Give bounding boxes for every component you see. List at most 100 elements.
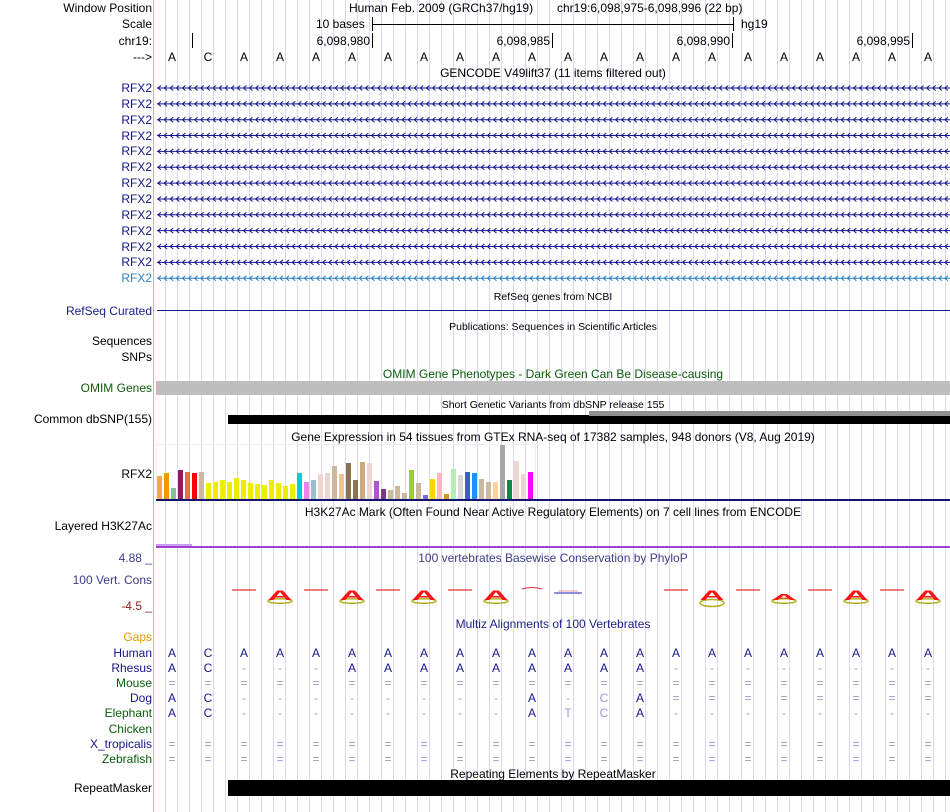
gencode-transcript-line[interactable] <box>157 211 950 218</box>
publications-track-title[interactable]: Publications: Sequences in Scientific Ar… <box>449 321 657 333</box>
gencode-transcript-label[interactable]: RFX2 <box>121 239 152 254</box>
gtex-tissue-bar[interactable] <box>339 474 344 499</box>
gencode-transcript-line[interactable] <box>157 148 950 155</box>
gtex-track-label[interactable]: RFX2 <box>121 467 152 481</box>
multiz-species-label[interactable]: Dog <box>129 691 152 706</box>
gtex-tissue-bar[interactable] <box>297 473 302 499</box>
gtex-track-title[interactable]: Gene Expression in 54 tissues from GTEx … <box>291 430 815 444</box>
omim-track-label[interactable]: OMIM Genes <box>80 381 152 395</box>
dbsnp-track-label[interactable]: Common dbSNP(155) <box>33 412 152 426</box>
gencode-track-title[interactable]: GENCODE V49lift37 (11 items filtered out… <box>440 66 666 80</box>
gtex-tissue-bar[interactable] <box>255 484 260 499</box>
gencode-transcript-line[interactable] <box>157 180 950 186</box>
gtex-tissue-bar[interactable] <box>185 472 190 499</box>
gtex-tissue-bar[interactable] <box>206 483 211 499</box>
gtex-tissue-bar[interactable] <box>521 474 526 499</box>
gtex-tissue-bar[interactable] <box>479 479 484 499</box>
multiz-species-label[interactable]: Human <box>113 646 152 660</box>
refseq-track-label[interactable]: RefSeq Curated <box>65 304 152 318</box>
gencode-transcript-label[interactable]: RFX2 <box>121 81 152 95</box>
gtex-tissue-bar[interactable] <box>395 486 400 499</box>
gtex-tissue-bar[interactable] <box>164 473 169 499</box>
gtex-tissue-bar[interactable] <box>381 489 386 499</box>
gtex-tissue-bar[interactable] <box>318 474 323 499</box>
gtex-tissue-bar[interactable] <box>458 475 463 499</box>
gtex-tissue-bar[interactable] <box>157 476 162 499</box>
repeatmasker-element-bar[interactable] <box>228 780 950 796</box>
gtex-tissue-bar[interactable] <box>416 483 421 499</box>
gencode-transcript-line[interactable] <box>157 116 950 123</box>
gtex-tissue-bar[interactable] <box>465 471 470 499</box>
gencode-transcript-line[interactable] <box>157 85 950 91</box>
gtex-tissue-bar[interactable] <box>409 469 414 499</box>
multiz-species-label[interactable]: X_tropicalis <box>89 736 152 751</box>
gtex-tissue-bar[interactable] <box>507 480 512 499</box>
gencode-transcript-line[interactable] <box>157 227 950 234</box>
gencode-transcript-label[interactable]: RFX2 <box>121 144 152 159</box>
gtex-tissue-bar[interactable] <box>353 480 358 499</box>
gtex-tissue-bar[interactable] <box>493 482 498 499</box>
gtex-tissue-bar[interactable] <box>360 461 365 499</box>
gencode-transcript-label[interactable]: RFX2 <box>121 128 152 143</box>
gencode-transcript-label[interactable]: RFX2 <box>121 160 152 175</box>
gtex-tissue-bar[interactable] <box>178 469 183 499</box>
gtex-tissue-bar[interactable] <box>241 480 246 499</box>
gtex-tissue-bar[interactable] <box>528 471 533 499</box>
gtex-tissue-bar[interactable] <box>374 481 379 499</box>
gtex-tissue-bar[interactable] <box>262 485 267 499</box>
gencode-transcript-label[interactable]: RFX2 <box>121 271 152 286</box>
h3k27ac-track-label[interactable]: Layered H3K27Ac <box>54 519 152 533</box>
cons-track-label[interactable]: 100 Vert. Cons <box>72 573 152 587</box>
gtex-tissue-bar[interactable] <box>283 486 288 499</box>
gtex-tissue-bar[interactable] <box>220 480 225 499</box>
gtex-tissue-bar[interactable] <box>423 495 428 499</box>
gtex-tissue-bar[interactable] <box>304 482 309 499</box>
multiz-track-title[interactable]: Multiz Alignments of 100 Vertebrates <box>455 617 651 631</box>
omim-track-title[interactable]: OMIM Gene Phenotypes - Dark Green Can Be… <box>382 367 724 381</box>
gtex-tissue-bar[interactable] <box>248 483 253 499</box>
gtex-tissue-bar[interactable] <box>199 471 204 499</box>
gtex-tissue-bar[interactable] <box>311 480 316 499</box>
dbsnp-track-title[interactable]: Short Genetic Variants from dbSNP releas… <box>441 399 665 411</box>
gencode-transcript-label[interactable]: RFX2 <box>121 223 152 238</box>
gtex-tissue-bar[interactable] <box>346 462 351 499</box>
dbsnp-variant-bar[interactable] <box>228 415 950 424</box>
gtex-tissue-bar[interactable] <box>290 484 295 499</box>
gencode-transcript-label[interactable]: RFX2 <box>121 112 152 127</box>
omim-feature-bar[interactable] <box>156 381 950 395</box>
gtex-tissue-bar[interactable] <box>430 479 435 499</box>
gtex-tissue-bar[interactable] <box>514 460 519 499</box>
h3k27ac-track-title[interactable]: H3K27Ac Mark (Often Found Near Active Re… <box>304 505 802 519</box>
gencode-transcript-label[interactable]: RFX2 <box>121 96 152 111</box>
gtex-tissue-bar[interactable] <box>472 473 477 499</box>
multiz-species-label[interactable]: Rhesus <box>111 661 152 676</box>
gencode-transcript-label[interactable]: RFX2 <box>121 176 152 191</box>
gencode-transcript-label[interactable]: RFX2 <box>121 191 152 206</box>
repeatmasker-track-label[interactable]: RepeatMasker <box>73 781 152 795</box>
gencode-transcript-line[interactable] <box>157 164 950 171</box>
gtex-tissue-bar[interactable] <box>402 493 407 499</box>
gtex-tissue-bar[interactable] <box>367 462 372 499</box>
gencode-transcript-line[interactable] <box>157 259 950 266</box>
gencode-transcript-line[interactable] <box>157 100 950 107</box>
gtex-tissue-bar[interactable] <box>234 478 239 499</box>
gtex-tissue-bar[interactable] <box>227 482 232 499</box>
publications-label-sequences[interactable]: Sequences <box>91 334 152 348</box>
gencode-transcript-line[interactable] <box>157 243 950 250</box>
gencode-transcript-line[interactable] <box>157 132 950 139</box>
repeatmasker-track-title[interactable]: Repeating Elements by RepeatMasker <box>450 767 656 781</box>
gtex-tissue-bar[interactable] <box>192 473 197 499</box>
gencode-transcript-line[interactable] <box>157 275 950 282</box>
gtex-tissue-bar[interactable] <box>437 473 442 499</box>
publications-label-snps[interactable]: SNPs <box>121 350 152 364</box>
gtex-tissue-bar[interactable] <box>171 488 176 499</box>
gencode-transcript-label[interactable]: RFX2 <box>121 207 152 222</box>
gtex-tissue-bar[interactable] <box>325 473 330 499</box>
multiz-species-label[interactable]: Elephant <box>104 706 152 721</box>
gtex-tissue-bar[interactable] <box>269 480 274 499</box>
dbsnp-variant-bar-secondary[interactable] <box>589 411 950 416</box>
gtex-tissue-bar[interactable] <box>213 482 218 499</box>
gtex-tissue-bar[interactable] <box>444 494 449 499</box>
cons-track-title[interactable]: 100 vertebrates Basewise Conservation by… <box>418 551 688 565</box>
